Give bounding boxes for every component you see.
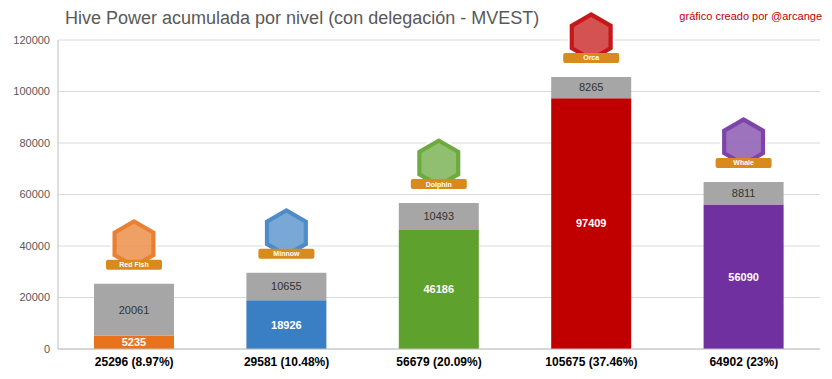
svg-text:Dolphin: Dolphin (426, 181, 452, 189)
svg-text:64902 (23%): 64902 (23%) (709, 355, 778, 369)
svg-text:10655: 10655 (271, 280, 302, 292)
svg-text:Orca: Orca (583, 54, 599, 61)
svg-text:5235: 5235 (122, 336, 146, 348)
svg-text:25296 (8.97%): 25296 (8.97%) (95, 355, 174, 369)
html-text:gráfico creado por @arcange: gráfico creado por @arcange (679, 10, 822, 22)
svg-text:46186: 46186 (424, 283, 455, 295)
svg-text:0: 0 (44, 343, 50, 355)
svg-text:29581 (10.48%): 29581 (10.48%) (244, 355, 329, 369)
svg-text:18926: 18926 (271, 319, 302, 331)
svg-text:20000: 20000 (19, 291, 50, 303)
svg-text:56090: 56090 (728, 271, 759, 283)
svg-text:Whale: Whale (733, 159, 754, 166)
svg-text:56679 (20.09%): 56679 (20.09%) (396, 355, 481, 369)
svg-text:Minnow: Minnow (273, 250, 300, 257)
html-text:Hive Power acumulada por nivel: Hive Power acumulada por nivel (con dele… (65, 8, 540, 28)
svg-text:97409: 97409 (576, 217, 607, 229)
svg-text:120000: 120000 (13, 34, 50, 46)
svg-text:Red Fish: Red Fish (119, 261, 149, 268)
svg-text:80000: 80000 (19, 137, 50, 149)
svg-text:60000: 60000 (19, 188, 50, 200)
svg-text:40000: 40000 (19, 240, 50, 252)
svg-text:8811: 8811 (732, 187, 756, 199)
svg-text:20061: 20061 (119, 304, 150, 316)
svg-text:105675 (37.46%): 105675 (37.46%) (545, 355, 637, 369)
svg-text:10493: 10493 (424, 210, 455, 222)
svg-text:100000: 100000 (13, 85, 50, 97)
svg-text:8265: 8265 (579, 81, 603, 93)
